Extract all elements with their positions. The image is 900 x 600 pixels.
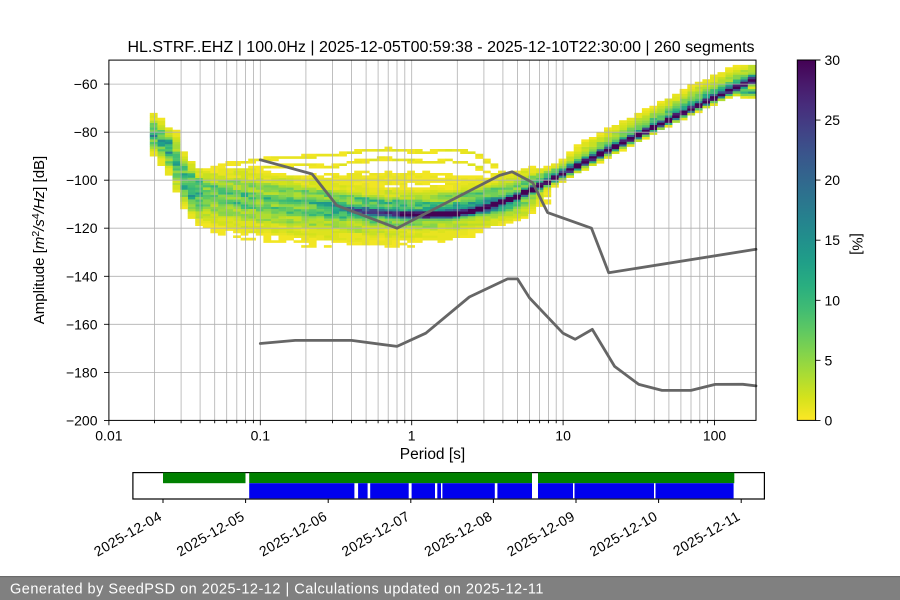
svg-text:0.01: 0.01 [95, 428, 122, 444]
svg-text:−140: −140 [66, 268, 98, 284]
svg-text:−120: −120 [66, 220, 98, 236]
svg-text:Period [s]: Period [s] [400, 446, 465, 463]
svg-text:0: 0 [825, 412, 833, 428]
svg-text:−100: −100 [66, 172, 98, 188]
svg-text:0.1: 0.1 [251, 428, 271, 444]
svg-text:15: 15 [825, 232, 841, 248]
svg-text:100: 100 [703, 428, 727, 444]
svg-text:−160: −160 [66, 316, 98, 332]
svg-text:HL.STRF..EHZ | 100.0Hz | 2025-: HL.STRF..EHZ | 100.0Hz | 2025-12-05T00:5… [127, 39, 754, 56]
svg-text:−80: −80 [74, 124, 98, 140]
svg-text:5: 5 [825, 352, 833, 368]
svg-text:30: 30 [825, 52, 841, 68]
svg-text:Amplitude [m2/s4/Hz] [dB]: Amplitude [m2/s4/Hz] [dB] [30, 156, 48, 324]
svg-text:−200: −200 [66, 412, 98, 428]
svg-text:10: 10 [555, 428, 571, 444]
svg-text:−180: −180 [66, 364, 98, 380]
svg-text:1: 1 [408, 428, 416, 444]
svg-text:−60: −60 [74, 76, 98, 92]
svg-text:20: 20 [825, 172, 841, 188]
svg-text:[%]: [%] [849, 233, 866, 255]
svg-text:Generated by SeedPSD on 2025-1: Generated by SeedPSD on 2025-12-12 | Cal… [10, 582, 544, 598]
svg-text:10: 10 [825, 292, 841, 308]
svg-text:25: 25 [825, 112, 841, 128]
